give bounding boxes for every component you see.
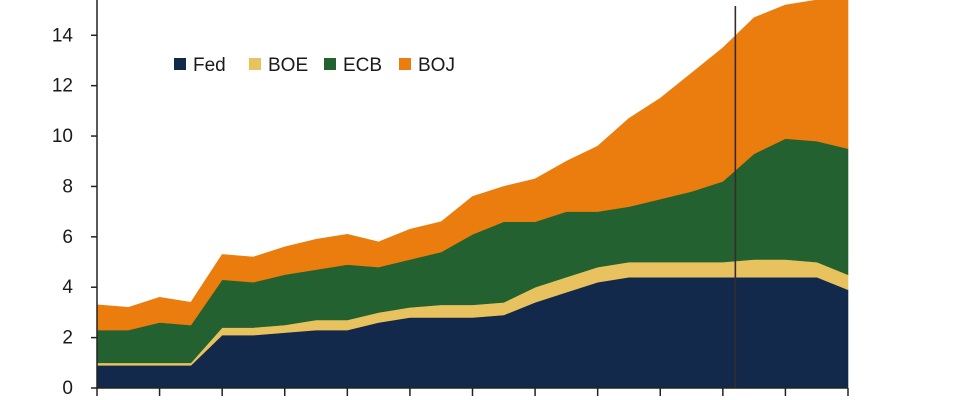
x-axis [96,387,849,396]
legend-swatch-boe [249,58,261,70]
legend: Fed BOE ECB BOJ [174,55,455,76]
legend-swatch-fed [174,58,186,70]
series-areas [96,0,849,389]
legend-label-boe: BOE [268,55,308,76]
y-tick-label: 10 [52,126,73,147]
legend-label-ecb: ECB [343,55,382,76]
y-tick-label: 8 [62,176,73,197]
y-tick-label: 4 [62,277,73,298]
y-tick-label: 2 [62,328,73,349]
legend-label-boj: BOJ [418,55,455,76]
legend-swatch-ecb [324,58,336,70]
y-axis: 0 2 4 6 8 10 12 14 [52,0,98,399]
legend-label-fed: Fed [193,55,226,76]
y-tick-label: 0 [62,378,73,399]
legend-swatch-boj [399,58,411,70]
area-boj [96,0,849,331]
y-tick-label: 6 [62,227,73,248]
y-tick-label: 14 [52,25,74,46]
y-tick-label: 12 [52,76,73,97]
